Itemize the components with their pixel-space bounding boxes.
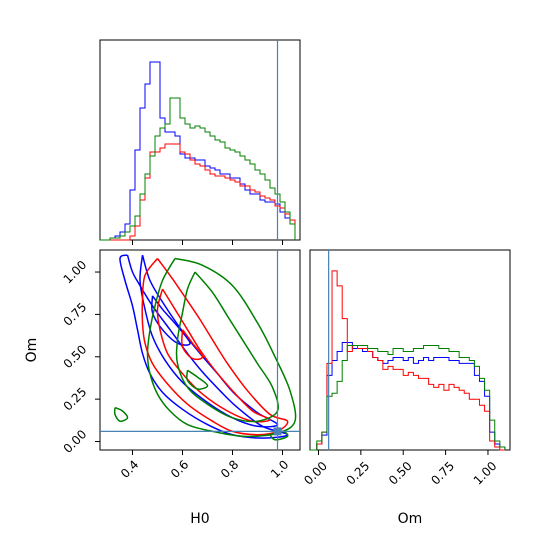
h0-tick-label-0: 0.4 [118,457,141,480]
om-histogram-series [310,270,506,451]
contour-9 [113,406,129,423]
h0-tick-label-3: 1.0 [268,457,291,480]
om-histogram-panel [309,249,511,451]
h0-tick-label-1: 0.6 [168,457,191,480]
om-y-axis-label: Om [24,338,40,363]
truth-markers [100,40,330,450]
om-ytick-label-3: 0.75 [61,300,90,329]
om-ytick-label-0: 0.00 [61,427,90,456]
om-axis-label: Om [398,511,423,527]
h0-hist-series-1 [100,143,296,241]
h0-histogram-series [100,61,296,241]
contour-lines [113,254,297,441]
om-hist-series-1 [310,270,505,451]
h0-tick-label-2: 0.8 [218,457,241,480]
h0-histogram-panel [99,39,301,241]
contour-3 [141,258,289,436]
om-hist-series-0 [310,342,506,451]
om-xtick-label-0: 0.00 [301,459,330,488]
truth-point-marker [273,427,282,436]
contour-6 [146,257,297,438]
h0-hist-series-2 [100,97,296,241]
om-xtick-label-3: 0.75 [428,459,457,488]
om-ytick-label-2: 0.50 [61,342,90,371]
om-xtick-label-1: 0.25 [344,459,373,488]
contour-4 [156,288,271,423]
contour-7 [175,271,279,423]
h0-axis-label: H0 [190,511,209,527]
contour-0 [119,254,289,439]
om-hist-series-2 [310,345,506,451]
om-xtick-label-4: 1.00 [471,459,500,488]
om-ytick-label-4: 1.00 [61,258,90,287]
contour-8 [186,369,209,390]
contour-5 [181,329,204,361]
om-ytick-label-1: 0.25 [61,385,90,414]
h0-hist-series-0 [100,61,296,241]
om-xtick-label-2: 0.50 [386,459,415,488]
h0-om-contour-panel [99,249,301,451]
